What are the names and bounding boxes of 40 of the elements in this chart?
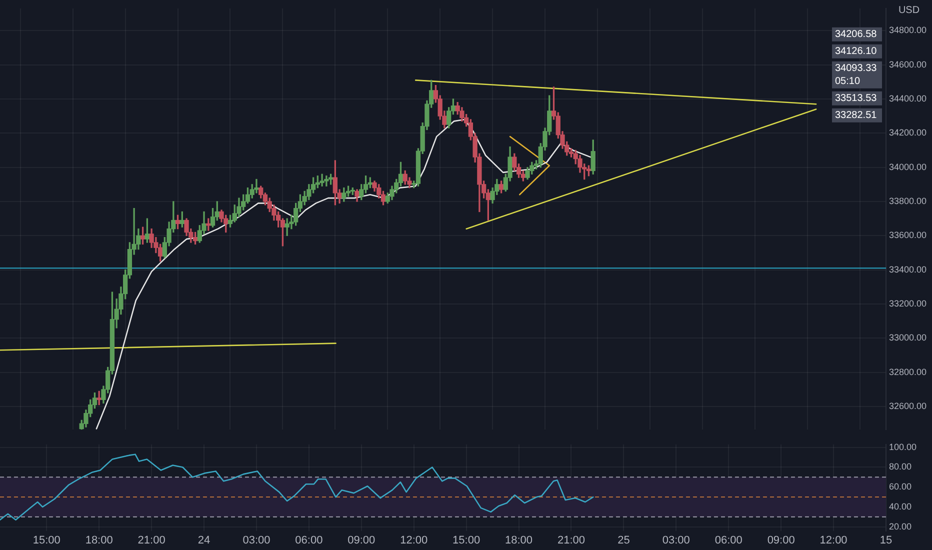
y-tick-label: 20.00 — [889, 521, 912, 532]
x-tick-label: 09:00 — [767, 534, 795, 546]
annotation: 33282.51 — [835, 110, 878, 122]
x-tick-label: 15:00 — [32, 534, 60, 546]
y-tick-label: 34600.00 — [889, 59, 927, 70]
x-tick-label: 12:00 — [820, 534, 848, 546]
y-tick-label: 34400.00 — [889, 93, 927, 104]
y-tick-label: 34800.00 — [889, 25, 927, 36]
x-tick-label: 25 — [618, 534, 630, 546]
y-tick-label: 33200.00 — [889, 298, 927, 308]
x-tick-label: 21:00 — [557, 534, 585, 546]
y-tick-label: 100.00 — [889, 442, 917, 452]
x-tick-label: 21:00 — [138, 534, 166, 546]
x-tick-label: 03:00 — [242, 534, 270, 546]
x-tick-label: 15 — [880, 534, 892, 546]
y-tick-label: 33000.00 — [889, 332, 927, 343]
x-tick-label: 06:00 — [714, 534, 742, 546]
x-tick-label: 15:00 — [452, 534, 480, 546]
y-tick-label: 80.00 — [889, 462, 912, 472]
y-tick-label: 34000.00 — [889, 162, 927, 172]
y-tick-label: 33400.00 — [889, 264, 927, 274]
x-tick-label: 18:00 — [85, 534, 113, 546]
x-tick-label: 03:00 — [662, 534, 690, 546]
annotation: 34206.58 — [835, 29, 878, 40]
x-tick-label: 12:00 — [400, 534, 428, 546]
x-tick-label: 18:00 — [505, 534, 533, 546]
y-tick-label: 60.00 — [889, 482, 912, 492]
y-tick-label: 32600.00 — [889, 401, 927, 412]
x-tick-label: 06:00 — [295, 534, 323, 546]
annotation: 33513.53 — [835, 93, 878, 104]
annotation: 34093.33 05:10 — [835, 63, 878, 88]
y-axis-title: USD — [898, 4, 920, 16]
y-tick-label: 40.00 — [889, 501, 912, 512]
x-tick-label: 24 — [198, 534, 210, 546]
y-tick-label: 33600.00 — [889, 230, 927, 240]
annotation: 34126.10 — [835, 46, 878, 58]
y-tick-label: 32800.00 — [889, 366, 927, 377]
y-tick-label: 34200.00 — [889, 128, 927, 138]
y-tick-label: 33800.00 — [889, 196, 927, 206]
x-tick-label: 09:00 — [348, 534, 376, 546]
